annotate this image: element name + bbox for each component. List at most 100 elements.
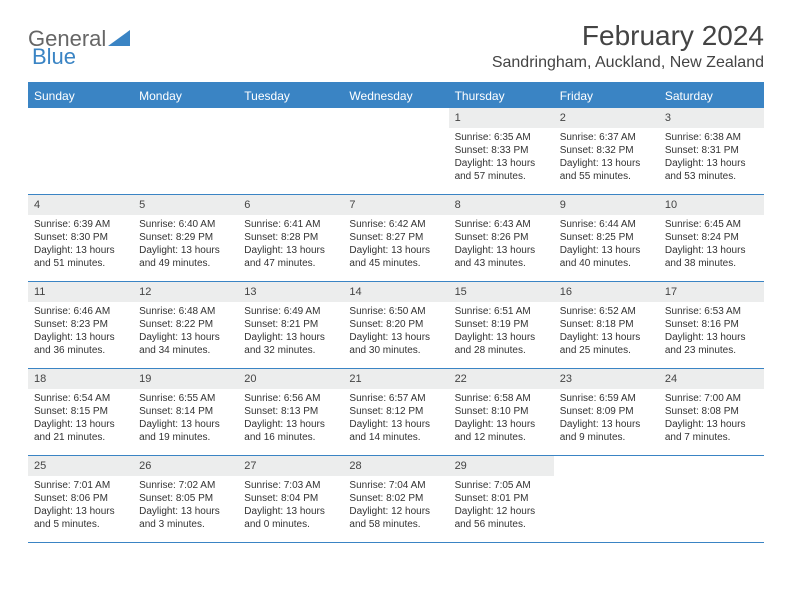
day-cell: 1Sunrise: 6:35 AMSunset: 8:33 PMDaylight… [449, 108, 554, 194]
day-number: 11 [28, 282, 133, 302]
day-number: 8 [449, 195, 554, 215]
day-body: Sunrise: 7:04 AMSunset: 8:02 PMDaylight:… [343, 479, 448, 531]
daylight-line: Daylight: 12 hours and 58 minutes. [349, 505, 442, 531]
sunrise-line: Sunrise: 7:04 AM [349, 479, 442, 492]
weeks-container: 1Sunrise: 6:35 AMSunset: 8:33 PMDaylight… [28, 108, 764, 543]
day-body: Sunrise: 6:58 AMSunset: 8:10 PMDaylight:… [449, 392, 554, 444]
sunrise-line: Sunrise: 6:43 AM [455, 218, 548, 231]
daylight-line: Daylight: 13 hours and 28 minutes. [455, 331, 548, 357]
sunset-line: Sunset: 8:09 PM [560, 405, 653, 418]
daylight-line: Daylight: 13 hours and 25 minutes. [560, 331, 653, 357]
day-cell: 15Sunrise: 6:51 AMSunset: 8:19 PMDayligh… [449, 282, 554, 368]
dow-tuesday: Tuesday [238, 84, 343, 108]
day-cell: 14Sunrise: 6:50 AMSunset: 8:20 PMDayligh… [343, 282, 448, 368]
logo-text-2: Blue [32, 44, 76, 70]
day-cell: 7Sunrise: 6:42 AMSunset: 8:27 PMDaylight… [343, 195, 448, 281]
daylight-line: Daylight: 13 hours and 16 minutes. [244, 418, 337, 444]
day-cell: 18Sunrise: 6:54 AMSunset: 8:15 PMDayligh… [28, 369, 133, 455]
day-number [133, 108, 238, 128]
day-number: 20 [238, 369, 343, 389]
day-body: Sunrise: 6:56 AMSunset: 8:13 PMDaylight:… [238, 392, 343, 444]
day-cell: 27Sunrise: 7:03 AMSunset: 8:04 PMDayligh… [238, 456, 343, 542]
day-body: Sunrise: 6:41 AMSunset: 8:28 PMDaylight:… [238, 218, 343, 270]
sunset-line: Sunset: 8:22 PM [139, 318, 232, 331]
day-body: Sunrise: 6:43 AMSunset: 8:26 PMDaylight:… [449, 218, 554, 270]
daylight-line: Daylight: 13 hours and 43 minutes. [455, 244, 548, 270]
sunset-line: Sunset: 8:19 PM [455, 318, 548, 331]
sunset-line: Sunset: 8:30 PM [34, 231, 127, 244]
day-cell [659, 456, 764, 542]
day-of-week-row: Sunday Monday Tuesday Wednesday Thursday… [28, 84, 764, 108]
sunset-line: Sunset: 8:25 PM [560, 231, 653, 244]
day-body: Sunrise: 6:46 AMSunset: 8:23 PMDaylight:… [28, 305, 133, 357]
day-body: Sunrise: 6:48 AMSunset: 8:22 PMDaylight:… [133, 305, 238, 357]
day-number: 1 [449, 108, 554, 128]
sunset-line: Sunset: 8:20 PM [349, 318, 442, 331]
daylight-line: Daylight: 13 hours and 9 minutes. [560, 418, 653, 444]
sunset-line: Sunset: 8:24 PM [665, 231, 758, 244]
sunset-line: Sunset: 8:02 PM [349, 492, 442, 505]
day-body: Sunrise: 6:39 AMSunset: 8:30 PMDaylight:… [28, 218, 133, 270]
day-body: Sunrise: 7:05 AMSunset: 8:01 PMDaylight:… [449, 479, 554, 531]
day-cell: 17Sunrise: 6:53 AMSunset: 8:16 PMDayligh… [659, 282, 764, 368]
daylight-line: Daylight: 13 hours and 53 minutes. [665, 157, 758, 183]
day-number [343, 108, 448, 128]
day-number [238, 108, 343, 128]
dow-wednesday: Wednesday [343, 84, 448, 108]
sunrise-line: Sunrise: 6:35 AM [455, 131, 548, 144]
daylight-line: Daylight: 13 hours and 34 minutes. [139, 331, 232, 357]
day-body: Sunrise: 7:03 AMSunset: 8:04 PMDaylight:… [238, 479, 343, 531]
day-cell: 13Sunrise: 6:49 AMSunset: 8:21 PMDayligh… [238, 282, 343, 368]
day-number: 5 [133, 195, 238, 215]
day-cell: 22Sunrise: 6:58 AMSunset: 8:10 PMDayligh… [449, 369, 554, 455]
day-body: Sunrise: 6:53 AMSunset: 8:16 PMDaylight:… [659, 305, 764, 357]
sunrise-line: Sunrise: 6:45 AM [665, 218, 758, 231]
daylight-line: Daylight: 13 hours and 7 minutes. [665, 418, 758, 444]
day-cell: 21Sunrise: 6:57 AMSunset: 8:12 PMDayligh… [343, 369, 448, 455]
day-number: 29 [449, 456, 554, 476]
sunrise-line: Sunrise: 6:48 AM [139, 305, 232, 318]
day-body: Sunrise: 6:49 AMSunset: 8:21 PMDaylight:… [238, 305, 343, 357]
day-cell: 19Sunrise: 6:55 AMSunset: 8:14 PMDayligh… [133, 369, 238, 455]
day-cell: 4 Sunrise: 6:39 AMSunset: 8:30 PMDaylight… [28, 195, 133, 281]
day-number [659, 456, 764, 476]
daylight-line: Daylight: 13 hours and 45 minutes. [349, 244, 442, 270]
dow-monday: Monday [133, 84, 238, 108]
week-row: 11 Sunrise: 6:46 AMSunset: 8:23 PMDayligh… [28, 282, 764, 369]
day-number: 21 [343, 369, 448, 389]
day-cell: 25Sunrise: 7:01 AMSunset: 8:06 PMDayligh… [28, 456, 133, 542]
week-row: 1Sunrise: 6:35 AMSunset: 8:33 PMDaylight… [28, 108, 764, 195]
dow-friday: Friday [554, 84, 659, 108]
sunrise-line: Sunrise: 7:05 AM [455, 479, 548, 492]
sunrise-line: Sunrise: 6:42 AM [349, 218, 442, 231]
daylight-line: Daylight: 13 hours and 19 minutes. [139, 418, 232, 444]
day-number: 12 [133, 282, 238, 302]
sunrise-line: Sunrise: 6:55 AM [139, 392, 232, 405]
sunset-line: Sunset: 8:08 PM [665, 405, 758, 418]
day-number: 16 [554, 282, 659, 302]
sunset-line: Sunset: 8:31 PM [665, 144, 758, 157]
day-cell: 9Sunrise: 6:44 AMSunset: 8:25 PMDaylight… [554, 195, 659, 281]
day-body: Sunrise: 6:55 AMSunset: 8:14 PMDaylight:… [133, 392, 238, 444]
sunrise-line: Sunrise: 7:02 AM [139, 479, 232, 492]
sunset-line: Sunset: 8:28 PM [244, 231, 337, 244]
sunrise-line: Sunrise: 6:39 AM [34, 218, 127, 231]
day-body: Sunrise: 6:52 AMSunset: 8:18 PMDaylight:… [554, 305, 659, 357]
daylight-line: Daylight: 13 hours and 32 minutes. [244, 331, 337, 357]
sunset-line: Sunset: 8:14 PM [139, 405, 232, 418]
day-cell [133, 108, 238, 194]
day-number: 9 [554, 195, 659, 215]
day-body: Sunrise: 6:42 AMSunset: 8:27 PMDaylight:… [343, 218, 448, 270]
sunrise-line: Sunrise: 7:03 AM [244, 479, 337, 492]
sunset-line: Sunset: 8:29 PM [139, 231, 232, 244]
daylight-line: Daylight: 13 hours and 12 minutes. [455, 418, 548, 444]
title-block: February 2024 Sandringham, Auckland, New… [492, 20, 764, 78]
daylight-line: Daylight: 13 hours and 14 minutes. [349, 418, 442, 444]
sunset-line: Sunset: 8:04 PM [244, 492, 337, 505]
sunrise-line: Sunrise: 6:51 AM [455, 305, 548, 318]
day-body: Sunrise: 6:40 AMSunset: 8:29 PMDaylight:… [133, 218, 238, 270]
day-number: 23 [554, 369, 659, 389]
sunset-line: Sunset: 8:13 PM [244, 405, 337, 418]
day-number: 4 [28, 195, 133, 215]
daylight-line: Daylight: 13 hours and 36 minutes. [34, 331, 127, 357]
